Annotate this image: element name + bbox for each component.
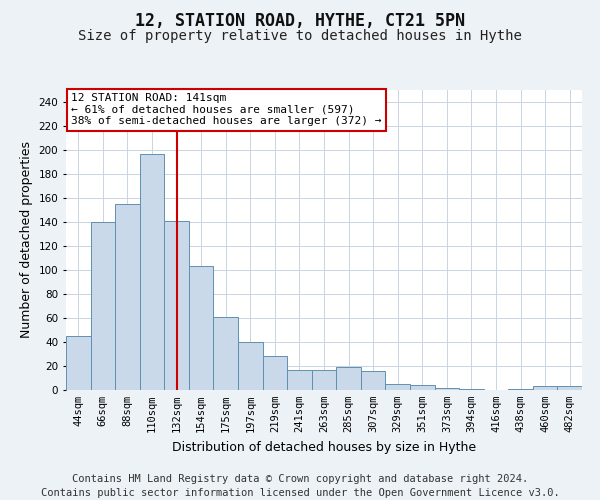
Bar	[312, 370, 336, 390]
Bar	[189, 266, 214, 390]
Text: 12, STATION ROAD, HYTHE, CT21 5PN: 12, STATION ROAD, HYTHE, CT21 5PN	[135, 12, 465, 30]
Bar	[336, 367, 361, 390]
Bar	[533, 386, 557, 390]
Bar	[66, 336, 91, 390]
Bar	[115, 204, 140, 390]
Bar	[385, 384, 410, 390]
Bar	[263, 356, 287, 390]
Bar	[214, 317, 238, 390]
Bar	[410, 385, 434, 390]
Text: Contains HM Land Registry data © Crown copyright and database right 2024.
Contai: Contains HM Land Registry data © Crown c…	[41, 474, 559, 498]
Bar	[434, 388, 459, 390]
Bar	[508, 389, 533, 390]
Bar	[557, 386, 582, 390]
X-axis label: Distribution of detached houses by size in Hythe: Distribution of detached houses by size …	[172, 440, 476, 454]
Bar	[164, 221, 189, 390]
Bar	[140, 154, 164, 390]
Y-axis label: Number of detached properties: Number of detached properties	[20, 142, 33, 338]
Text: Size of property relative to detached houses in Hythe: Size of property relative to detached ho…	[78, 29, 522, 43]
Bar	[91, 222, 115, 390]
Bar	[361, 371, 385, 390]
Bar	[459, 389, 484, 390]
Bar	[287, 370, 312, 390]
Bar	[238, 342, 263, 390]
Text: 12 STATION ROAD: 141sqm
← 61% of detached houses are smaller (597)
38% of semi-d: 12 STATION ROAD: 141sqm ← 61% of detache…	[71, 93, 382, 126]
